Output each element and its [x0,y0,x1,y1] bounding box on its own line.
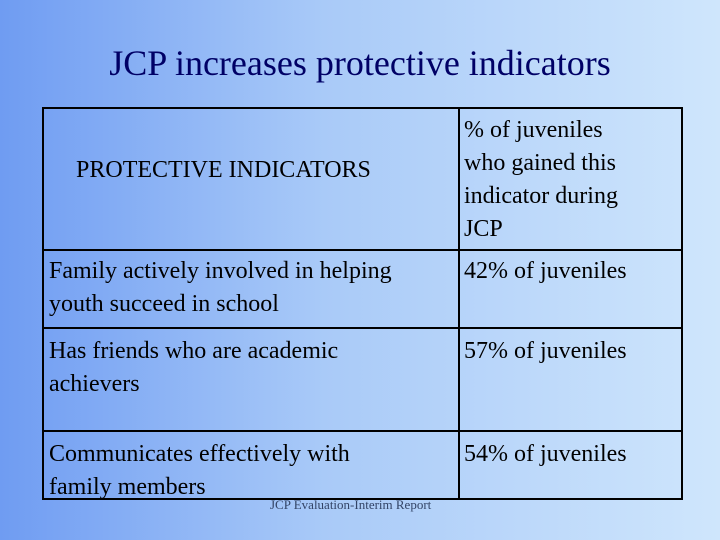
indicator-communicates-family: Communicates effectively with family mem… [49,441,350,500]
slide-title: JCP increases protective indicators [109,43,611,83]
row-divider [44,327,681,329]
value-academic-friends: 57% of juveniles [464,338,627,364]
header-percent-juveniles: % of juveniles who gained this indicator… [464,117,618,242]
column-divider [458,109,460,498]
indicator-family-involved: Family actively involved in helping yout… [49,258,392,317]
header-protective-indicators: PROTECTIVE INDICATORS [76,157,371,183]
indicators-table: PROTECTIVE INDICATORS % of juveniles who… [42,107,683,500]
value-family-involved: 42% of juveniles [464,258,627,284]
value-communicates-family: 54% of juveniles [464,441,627,467]
indicator-academic-friends: Has friends who are academic achievers [49,338,339,397]
row-divider [44,430,681,432]
footer-report-name: JCP Evaluation-Interim Report [270,497,432,512]
header-row-divider [44,249,681,251]
